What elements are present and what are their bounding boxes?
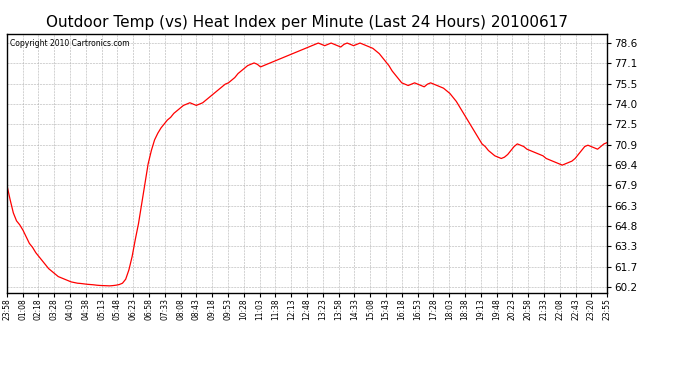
Text: Copyright 2010 Cartronics.com: Copyright 2010 Cartronics.com bbox=[10, 39, 130, 48]
Title: Outdoor Temp (vs) Heat Index per Minute (Last 24 Hours) 20100617: Outdoor Temp (vs) Heat Index per Minute … bbox=[46, 15, 568, 30]
